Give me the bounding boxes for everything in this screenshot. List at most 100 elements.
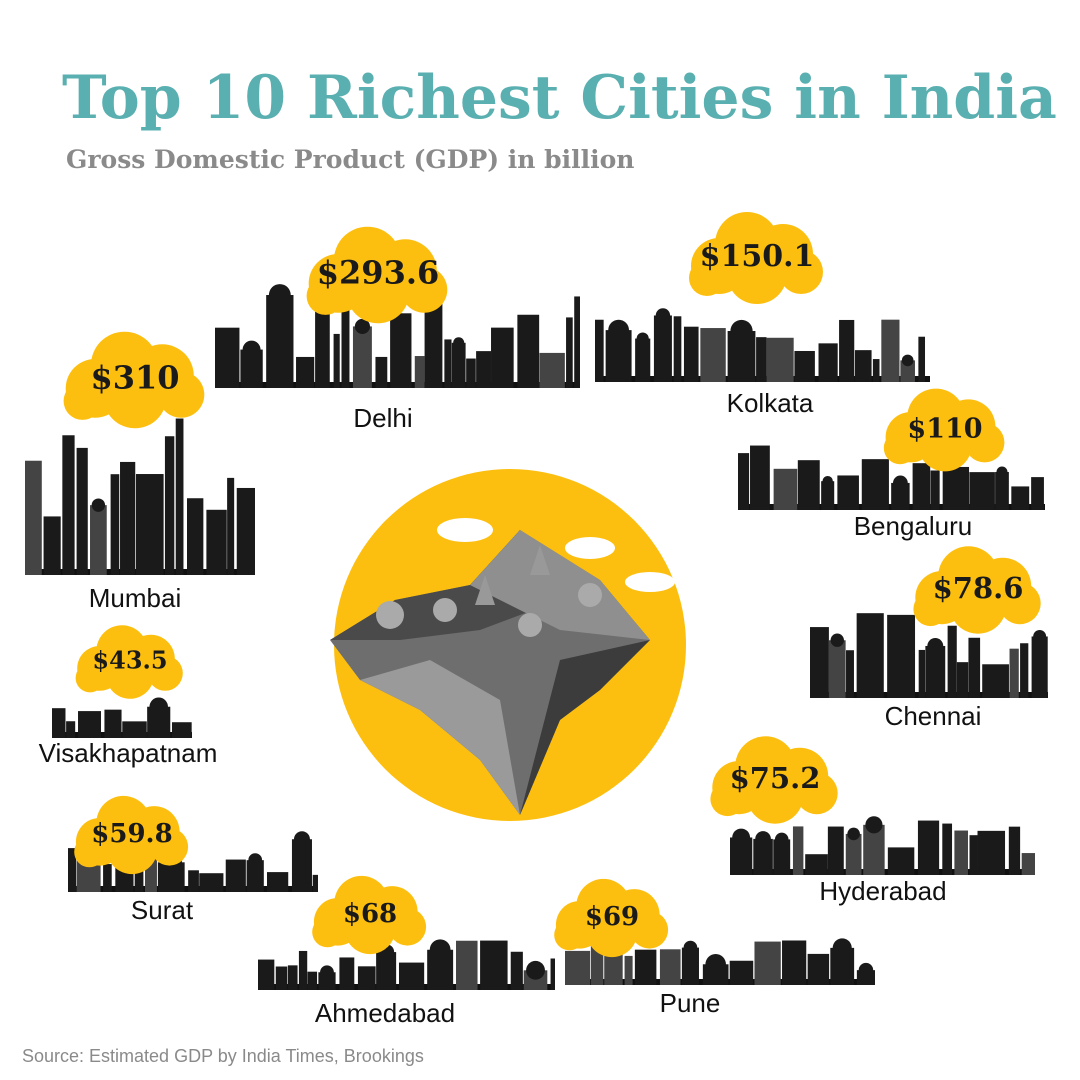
building [995, 472, 1009, 510]
cloud-puff [106, 650, 154, 699]
dome [774, 832, 789, 847]
building [236, 487, 255, 575]
dome [268, 284, 291, 306]
building [773, 468, 798, 510]
building [147, 706, 171, 738]
building [333, 333, 340, 388]
gdp-value: $78.6 [933, 571, 1024, 605]
building [912, 463, 931, 510]
building [187, 498, 204, 575]
cloud-puff [710, 781, 745, 817]
cloud-puff [689, 260, 725, 296]
building [917, 820, 940, 875]
cloud [74, 795, 189, 875]
city-name: Hyderabad [819, 876, 946, 906]
building [291, 839, 312, 892]
gdp-value: $150.1 [700, 239, 815, 274]
building [104, 709, 122, 738]
building [738, 453, 750, 510]
building [845, 833, 862, 875]
building [821, 481, 835, 510]
gdp-value: $110 [907, 414, 982, 445]
building [750, 445, 770, 510]
building [828, 640, 846, 698]
building [376, 952, 397, 990]
building [352, 326, 372, 388]
building [52, 708, 66, 738]
skyline [565, 938, 875, 985]
building [968, 637, 981, 698]
dome [149, 697, 168, 716]
dome [730, 319, 753, 343]
building [1011, 486, 1030, 510]
dome [1033, 630, 1047, 643]
building [794, 350, 815, 382]
cloud-puff [998, 582, 1041, 625]
building [604, 952, 623, 985]
building [298, 950, 308, 990]
gdp-value: $43.5 [92, 646, 167, 675]
building [754, 941, 781, 985]
dome [858, 962, 874, 978]
building [830, 947, 855, 985]
city: $43.5 Visakhapatnam [39, 625, 218, 768]
dome [865, 816, 883, 834]
building [1009, 648, 1019, 698]
dome [354, 318, 370, 334]
skyline [52, 697, 192, 738]
title: Top 10 Richest Cities in India [62, 63, 1057, 133]
building [456, 940, 478, 990]
cloud [75, 625, 183, 699]
building [891, 482, 910, 510]
building [681, 947, 699, 985]
skyline [738, 445, 1045, 510]
building [925, 645, 946, 698]
building [918, 336, 926, 382]
cloud-puff [779, 250, 823, 294]
building [171, 722, 192, 738]
skyline [730, 816, 1035, 875]
building [565, 950, 591, 985]
city-name: Visakhapatnam [39, 738, 218, 768]
building [846, 650, 854, 698]
source: Source: Estimated GDP by India Times, Br… [22, 1046, 424, 1066]
city-name: Pune [660, 988, 721, 1018]
building [491, 327, 514, 388]
cloud [554, 878, 669, 958]
city: $310 Mumbai [25, 331, 255, 613]
city-name: Bengaluru [854, 511, 973, 541]
building [287, 965, 298, 990]
building [956, 662, 969, 698]
building [881, 319, 900, 382]
dome [996, 466, 1008, 478]
building [175, 418, 184, 575]
city-name: Mumbai [89, 583, 181, 613]
building [424, 301, 443, 388]
building [887, 847, 915, 875]
dome [242, 340, 261, 359]
floating-island [330, 469, 686, 821]
building [982, 664, 1009, 698]
building [930, 470, 940, 510]
building [312, 874, 318, 892]
skyline [215, 284, 580, 388]
dome [755, 831, 771, 847]
building [566, 317, 573, 388]
cloud-puff [964, 422, 1005, 463]
building [659, 949, 681, 985]
dome [453, 337, 465, 349]
skyline [810, 613, 1048, 698]
building [122, 721, 147, 738]
building [753, 838, 773, 875]
building [110, 474, 120, 575]
cloud-puff [949, 576, 1007, 634]
building [266, 295, 294, 388]
building [900, 360, 915, 382]
gdp-value: $59.8 [91, 819, 172, 849]
cloud-puff [150, 828, 189, 866]
cloud-puff [586, 906, 638, 958]
building [25, 460, 42, 575]
building [225, 859, 246, 892]
skyline [258, 939, 555, 990]
dome [636, 332, 649, 345]
